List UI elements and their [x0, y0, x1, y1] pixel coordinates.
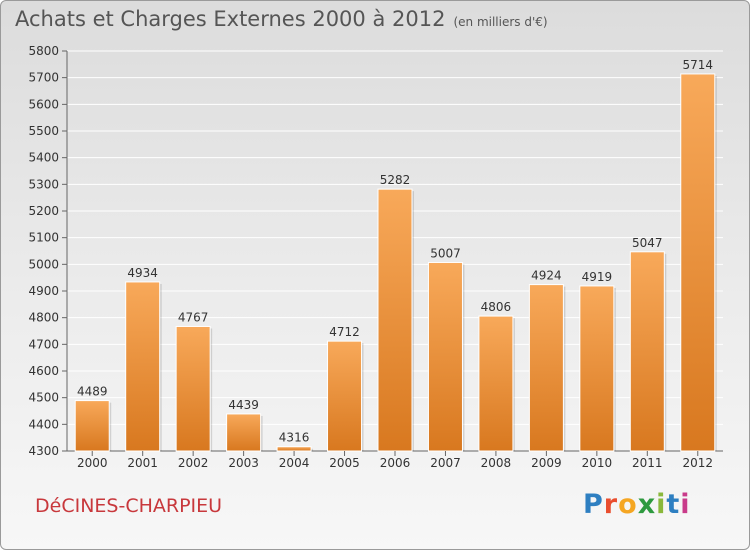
bar: [175, 325, 211, 452]
bar: [680, 73, 716, 452]
x-tick-label: 2007: [430, 456, 461, 470]
brand-logo: Proxiti: [583, 489, 691, 520]
x-tick-label: 2008: [481, 456, 512, 470]
x-tick-label: 2009: [531, 456, 562, 470]
bar-value-label: 5714: [682, 58, 713, 72]
chart-title-text: Achats et Charges Externes 2000 à 2012: [15, 7, 446, 31]
y-tick-label: 5000: [28, 257, 59, 271]
bar-value-label: 4316: [279, 431, 310, 445]
x-tick-label: 2001: [127, 456, 158, 470]
brand-logo-letter: o: [618, 489, 638, 520]
bar: [226, 413, 262, 452]
x-tick-label: 2003: [228, 456, 259, 470]
brand-logo-letter: i: [680, 489, 691, 520]
brand-logo-letter: t: [666, 489, 681, 520]
brand-logo-letter: P: [583, 489, 604, 520]
bar: [377, 188, 413, 452]
y-tick-label: 5800: [28, 44, 59, 58]
brand-logo-letter: i: [656, 489, 667, 520]
bar: [629, 251, 665, 452]
y-tick-label: 5300: [28, 177, 59, 191]
y-tick-label: 5600: [28, 97, 59, 111]
chart-title: Achats et Charges Externes 2000 à 2012 (e…: [15, 7, 548, 31]
bar-value-label: 4489: [77, 385, 108, 399]
y-tick-label: 5700: [28, 71, 59, 85]
bar-value-label: 4806: [481, 300, 512, 314]
y-tick-label: 5200: [28, 204, 59, 218]
bar-value-label: 4924: [531, 269, 562, 283]
bar-value-label: 4439: [228, 398, 259, 412]
x-tick-label: 2004: [279, 456, 310, 470]
x-tick-label: 2011: [632, 456, 663, 470]
bar-value-label: 4919: [582, 270, 613, 284]
y-tick-label: 4700: [28, 337, 59, 351]
y-tick-label: 5100: [28, 231, 59, 245]
y-tick-label: 4400: [28, 417, 59, 431]
bar: [579, 285, 615, 452]
bar-value-label: 4767: [178, 310, 209, 324]
x-tick-label: 2005: [329, 456, 360, 470]
bar-value-label: 4712: [329, 325, 360, 339]
y-tick-label: 5400: [28, 151, 59, 165]
bar-value-label: 5007: [430, 246, 461, 260]
bar: [74, 400, 110, 452]
bar: [327, 340, 363, 452]
x-tick-label: 2000: [77, 456, 108, 470]
y-tick-label: 4300: [28, 444, 59, 458]
x-tick-label: 2010: [582, 456, 613, 470]
bar: [125, 281, 161, 452]
bar-value-label: 4934: [127, 266, 158, 280]
x-tick-label: 2006: [380, 456, 411, 470]
y-tick-label: 5500: [28, 124, 59, 138]
bar: [528, 284, 564, 452]
city-name: DéCINES-CHARPIEU: [35, 495, 223, 517]
y-tick-label: 4800: [28, 311, 59, 325]
bar: [478, 315, 514, 452]
brand-logo-letter: x: [637, 489, 657, 520]
y-tick-label: 4600: [28, 364, 59, 378]
bar: [276, 446, 312, 452]
bar: [427, 261, 463, 452]
x-tick-label: 2002: [178, 456, 209, 470]
y-tick-label: 4500: [28, 391, 59, 405]
chart-unit: (en milliers d'€): [453, 15, 548, 29]
brand-logo-letter: r: [603, 489, 619, 520]
y-tick-label: 4900: [28, 284, 59, 298]
bar-value-label: 5047: [632, 236, 663, 250]
bar-value-label: 5282: [380, 173, 411, 187]
x-tick-label: 2012: [682, 456, 713, 470]
